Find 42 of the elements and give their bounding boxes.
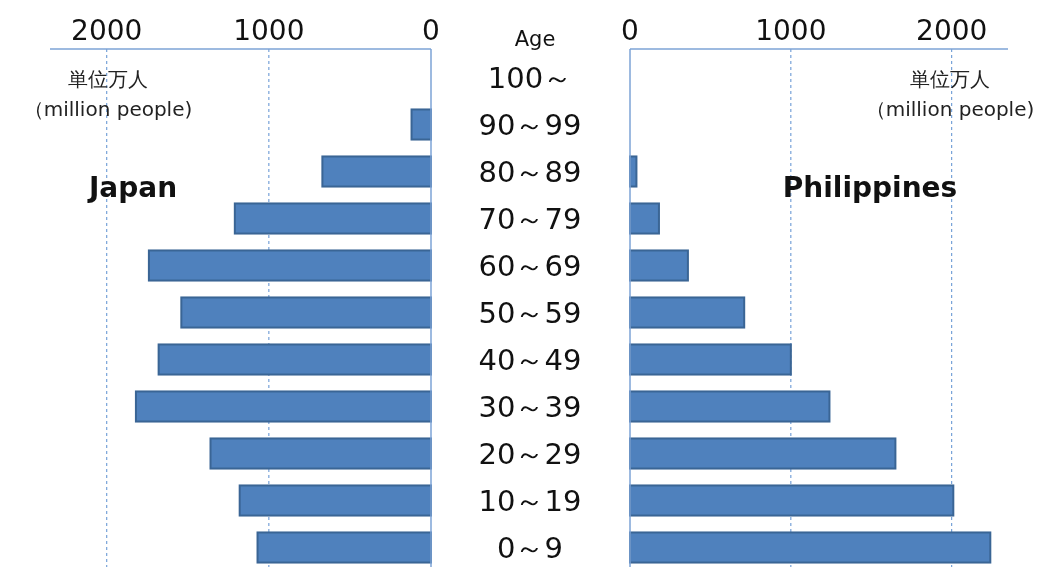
bar [321,155,432,188]
bar [134,390,432,423]
bar [209,437,432,470]
text: Philippines [782,171,958,204]
y-tick-label: 80～89 [478,154,582,189]
x-tick-label: 2000 [71,14,143,47]
annotation: （million people) [23,97,193,121]
y-tick-label: 60～69 [478,248,582,283]
y-tick-label: 20～29 [478,436,582,471]
bar [157,343,432,376]
bar [629,437,897,470]
y-tick-label: 40～49 [478,342,582,377]
bar [629,484,955,517]
y-tick-label: 100～ [487,60,573,95]
bar [629,343,792,376]
y-tick-label: 30～39 [478,389,582,424]
x-tick-label: 0 [621,14,639,47]
y-tick-label: 70～79 [478,201,582,236]
bar [629,390,831,423]
x-tick-label: 2000 [916,14,988,47]
bar [256,531,432,564]
annotation: 単位万人 [68,67,148,91]
y-tick-label: 90～99 [478,107,582,142]
bar [238,484,432,517]
bar [629,531,992,564]
y-axis-title: Age [514,27,556,51]
annotation: 単位万人 [910,67,990,91]
x-tick-label: 1000 [233,14,305,47]
annotation: （million people) [865,97,1035,121]
y-tick-label: 10～19 [478,483,582,518]
bar [233,202,432,235]
y-tick-label: 0～9 [497,530,563,565]
x-tick-label: 1000 [755,14,827,47]
y-tick-label: 50～59 [478,295,582,330]
bar [410,108,432,141]
bar [180,296,432,329]
bar [629,296,746,329]
bar [629,249,689,282]
bar [147,249,432,282]
x-tick-label: 0 [422,14,440,47]
text: Japan [86,171,178,204]
bar [629,202,660,235]
